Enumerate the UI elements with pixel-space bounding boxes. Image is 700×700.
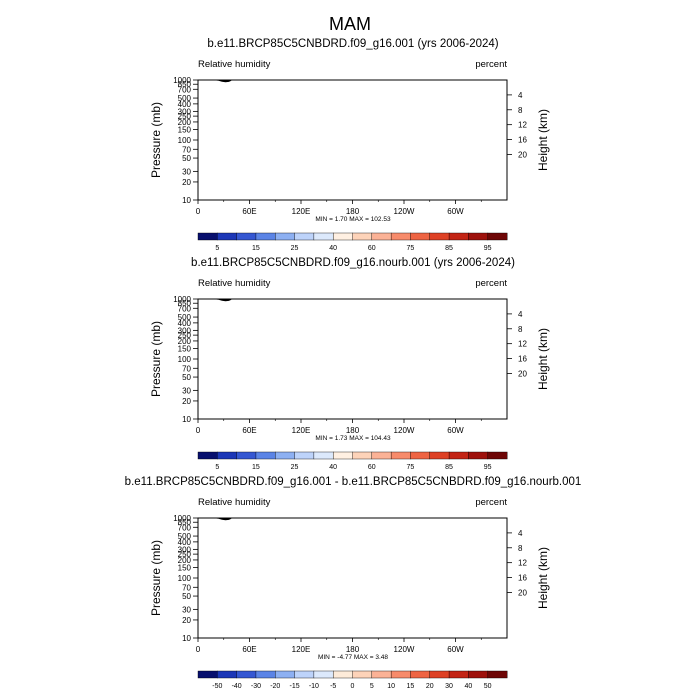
x-tick-label: 60W <box>447 207 464 216</box>
x-tick-label: 60E <box>242 207 256 216</box>
colorbar-swatch <box>294 232 315 241</box>
colorbar-swatch <box>275 232 295 241</box>
x-tick-label: 120E <box>292 207 311 216</box>
colorbar-swatch <box>352 232 373 241</box>
colorbar-label: 15 <box>252 245 260 252</box>
y2-tick-label: 8 <box>518 106 523 115</box>
panels: b.e11.BRCP85C5CNBDRD.f09_g16.001 (yrs 20… <box>125 38 582 690</box>
y-tick-label: 850 <box>178 80 192 89</box>
colorbar-swatch <box>371 232 392 241</box>
y-tick-label: 10 <box>182 196 191 205</box>
y-tick-label: 400 <box>178 100 192 109</box>
colorbar-label: 40 <box>329 245 337 252</box>
units-label: percent <box>475 59 507 70</box>
y2-axis-label: Height (km) <box>536 109 550 171</box>
y2-tick-label: 20 <box>518 150 527 159</box>
figure-title: MAM <box>329 14 371 34</box>
min-max-stats: MIN = 1.70 MAX = 102.53 <box>315 216 391 223</box>
y2-tick-label: 16 <box>518 136 527 145</box>
x-tick-label: 120W <box>394 207 415 216</box>
colorbar-label: 85 <box>445 245 453 252</box>
variable-label: Relative humidity <box>198 59 271 70</box>
y-tick-label: 500 <box>178 94 192 103</box>
colorbar-swatch <box>313 232 334 241</box>
x-tick-label: 0 <box>196 207 201 216</box>
y-tick-label: 20 <box>182 178 191 187</box>
units-label: percent <box>475 278 507 289</box>
y-tick-label: 150 <box>178 125 192 134</box>
y-tick-label: 70 <box>182 145 191 154</box>
y-tick-label: 300 <box>178 107 192 116</box>
colorbar-swatch <box>332 232 353 241</box>
y-tick-label: 50 <box>182 154 191 163</box>
chart-panel-1: b.e11.BRCP85C5CNBDRD.f09_g16.001 (yrs 20… <box>149 38 550 252</box>
colorbar-label: 75 <box>407 245 415 252</box>
y-tick-label: 700 <box>178 85 192 94</box>
colorbar-swatch <box>390 232 411 241</box>
panel-title: b.e11.BRCP85C5CNBDRD.f09_g16.001 (yrs 20… <box>207 38 498 50</box>
colorbar-swatch <box>448 232 469 241</box>
colorbar-label: 95 <box>484 245 492 252</box>
y-tick-label: 200 <box>178 118 192 127</box>
colorbar: 5 15 25 40 60 75 85 95 <box>197 232 508 252</box>
y2-tick-label: 4 <box>518 91 523 100</box>
colorbar-swatch <box>255 232 276 241</box>
colorbar-swatch <box>468 232 489 241</box>
colorbar-label: 60 <box>368 245 376 252</box>
colorbar-swatch <box>487 232 508 241</box>
variable-label: Relative humidity <box>198 278 271 289</box>
y-tick-label: 1000 <box>173 76 191 85</box>
y-tick-label: 250 <box>178 112 192 121</box>
x-tick-label: 180 <box>346 207 360 216</box>
y-tick-label: 30 <box>182 167 191 176</box>
y-tick-label: 100 <box>178 136 192 145</box>
colorbar-swatch <box>429 232 450 241</box>
colorbar-swatch <box>197 232 218 241</box>
chart-panel-2: b.e11.BRCP85C5CNBDRD.f09_g16.nourb.001 (… <box>149 257 550 471</box>
y-axis-label: Pressure (mb) <box>149 102 163 178</box>
colorbar-swatch <box>410 232 431 241</box>
colorbar-label: 5 <box>215 245 219 252</box>
y2-tick-label: 12 <box>518 121 527 130</box>
plot-frame <box>197 79 508 201</box>
colorbar-swatch <box>217 232 238 241</box>
colorbar-label: 25 <box>291 245 299 252</box>
panel-title: b.e11.BRCP85C5CNBDRD.f09_g16.nourb.001 (… <box>191 257 515 269</box>
terrain-mask-1 <box>198 80 233 83</box>
colorbar-swatch <box>236 232 257 241</box>
